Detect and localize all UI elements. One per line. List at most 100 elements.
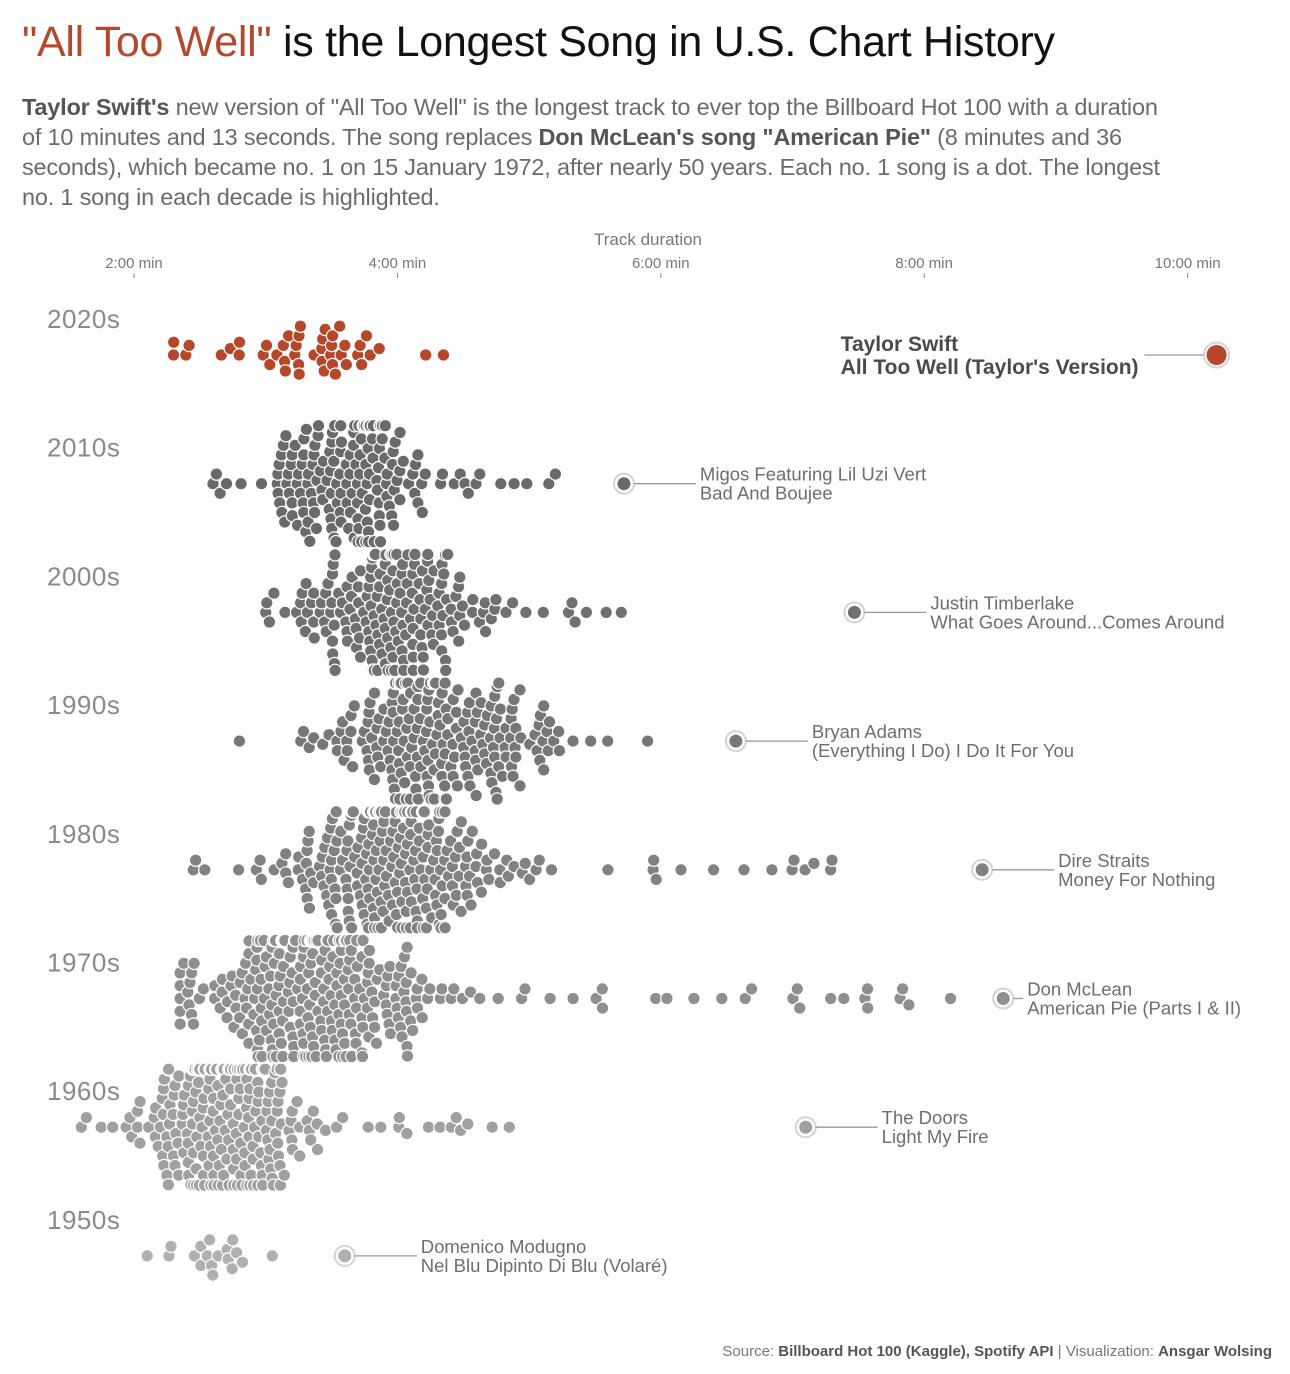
song-dot: [660, 991, 674, 1006]
song-dot: [807, 856, 821, 871]
song-dot: [232, 734, 247, 748]
song-dot: [649, 872, 663, 887]
song-dot: [166, 348, 181, 362]
chart-title: "All Too Well" is the Longest Song in U.…: [22, 18, 1055, 67]
song-dot: [416, 663, 431, 677]
song-dot: [823, 991, 838, 1006]
song-dot: [744, 982, 759, 996]
song-dot: [344, 724, 358, 739]
title-accent: "All Too Well": [22, 18, 272, 66]
song-dot: [325, 328, 340, 343]
song-dot: [452, 570, 467, 584]
decade-label: 2020s: [47, 304, 120, 334]
song-dot: [292, 367, 306, 381]
song-dot: [327, 618, 341, 632]
song-dot: [302, 534, 317, 549]
highlight-dot: [975, 863, 989, 877]
song-dot: [341, 834, 355, 848]
song-dot: [339, 357, 354, 372]
song-dot: [519, 476, 534, 491]
song-dot: [161, 1178, 176, 1192]
song-dot: [296, 724, 311, 739]
song-dot: [601, 862, 615, 877]
decade-label: 2010s: [47, 433, 120, 463]
x-tick-label: 8:00 min: [895, 255, 953, 272]
song-dot: [400, 1049, 415, 1063]
song-dot: [337, 1036, 352, 1051]
song-dot: [328, 663, 342, 678]
song-dot: [375, 432, 389, 446]
song-dot: [378, 418, 393, 433]
song-dot: [460, 1117, 475, 1131]
song-dot: [568, 615, 582, 629]
annotation-song: Money For Nothing: [1058, 869, 1215, 890]
subtitle-text-4: (8 minutes and 36 seconds), which became…: [22, 124, 1160, 210]
song-dot: [355, 1049, 370, 1064]
song-dot: [825, 853, 839, 867]
song-dot: [400, 1126, 414, 1141]
song-dot: [254, 872, 269, 887]
highlight-dot: [1206, 345, 1227, 365]
song-dot: [566, 734, 580, 748]
song-dot: [281, 875, 296, 890]
song-dot: [431, 824, 446, 839]
song-dot: [451, 634, 466, 648]
song-dot: [209, 467, 224, 481]
song-dot: [334, 435, 349, 449]
song-dot: [265, 1249, 280, 1263]
song-dot: [943, 991, 958, 1006]
song-dot: [706, 862, 721, 877]
song-dot: [491, 991, 505, 1006]
song-dot: [543, 991, 557, 1006]
song-dot: [436, 567, 451, 581]
song-dot: [396, 454, 411, 469]
song-dot: [434, 907, 448, 922]
song-dot: [206, 1268, 220, 1282]
song-dot: [173, 1017, 187, 1031]
song-dot: [490, 792, 504, 806]
song-dot: [254, 476, 269, 491]
song-dot: [493, 702, 508, 716]
song-dot: [275, 1075, 289, 1090]
highlight-dot: [729, 734, 743, 748]
song-dot: [353, 338, 367, 353]
song-dot: [465, 592, 480, 607]
song-dot: [397, 775, 412, 790]
song-dot: [372, 341, 386, 356]
song-dot: [299, 422, 314, 437]
song-dot: [213, 486, 227, 501]
song-dot: [232, 348, 246, 362]
song-dot: [318, 1123, 333, 1138]
song-dot: [646, 853, 661, 867]
song-dot: [469, 788, 483, 803]
song-dot: [400, 940, 414, 955]
song-dot: [438, 920, 452, 935]
song-dot: [293, 319, 308, 333]
song-dot: [393, 492, 407, 507]
song-dot: [370, 483, 385, 497]
song-dot: [253, 853, 267, 867]
song-dot: [198, 862, 212, 877]
song-dot: [274, 1036, 289, 1051]
song-dot: [464, 898, 478, 912]
song-dot: [310, 1142, 325, 1157]
annotation-song: What Goes Around...Comes Around: [930, 611, 1224, 632]
song-dot: [451, 683, 465, 697]
song-dot: [188, 853, 203, 867]
song-dot: [356, 933, 370, 948]
song-dot: [392, 1110, 407, 1125]
song-dot: [369, 1036, 384, 1051]
song-dot: [270, 1136, 285, 1150]
song-dot: [454, 904, 468, 919]
song-dot: [449, 1110, 463, 1125]
song-dot: [518, 856, 532, 871]
song-dot: [438, 804, 452, 819]
song-dot: [687, 991, 701, 1006]
song-dot: [273, 1062, 288, 1076]
song-dot: [361, 1120, 375, 1134]
